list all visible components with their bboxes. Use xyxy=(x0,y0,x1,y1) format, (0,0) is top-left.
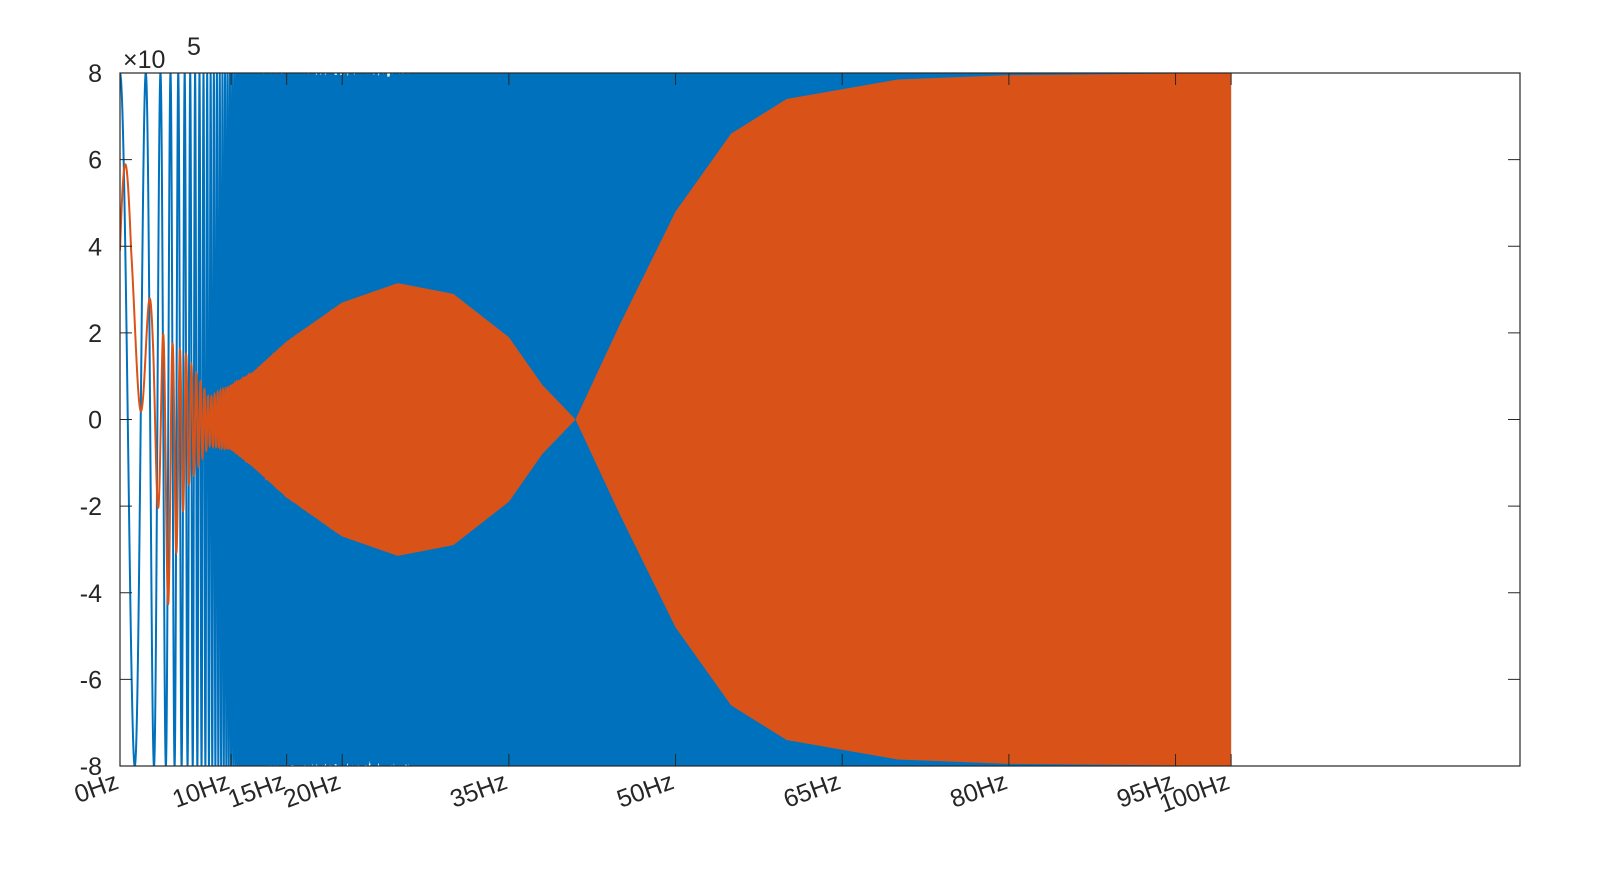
series-orange-fill xyxy=(231,73,1232,766)
x-tick-label: 80Hz xyxy=(947,767,1011,813)
y-exponent-label: ×10 5 xyxy=(123,33,201,74)
x-tick-label: 65Hz xyxy=(780,767,844,813)
y-tick-label: 2 xyxy=(88,320,102,348)
series-orange-line xyxy=(120,163,344,606)
y-tick-label: 8 xyxy=(88,60,102,88)
y-tick-label: -2 xyxy=(80,493,102,521)
x-tick-label: 0Hz xyxy=(71,767,122,809)
y-tick-label: -4 xyxy=(80,580,102,608)
x-tick-label: 15Hz xyxy=(224,767,288,813)
x-tick-label: 20Hz xyxy=(280,767,344,813)
y-tick-label: 4 xyxy=(88,233,102,261)
x-tick-label: 10Hz xyxy=(169,767,233,813)
series-blue-line xyxy=(120,73,410,766)
y-axis: -8 -6 -4 -2 0 2 4 6 8 xyxy=(80,60,1520,781)
y-tick-label: 6 xyxy=(88,147,102,175)
x-tick-label: 50Hz xyxy=(613,767,677,813)
y-tick-label: -8 xyxy=(80,753,102,781)
y-tick-label: 0 xyxy=(88,407,102,435)
x-tick-label: 35Hz xyxy=(447,767,511,813)
y-exponent-base: ×10 xyxy=(123,46,165,74)
y-exponent-power: 5 xyxy=(187,33,201,61)
series-orange xyxy=(120,73,1232,766)
y-tick-label: -6 xyxy=(80,666,102,694)
